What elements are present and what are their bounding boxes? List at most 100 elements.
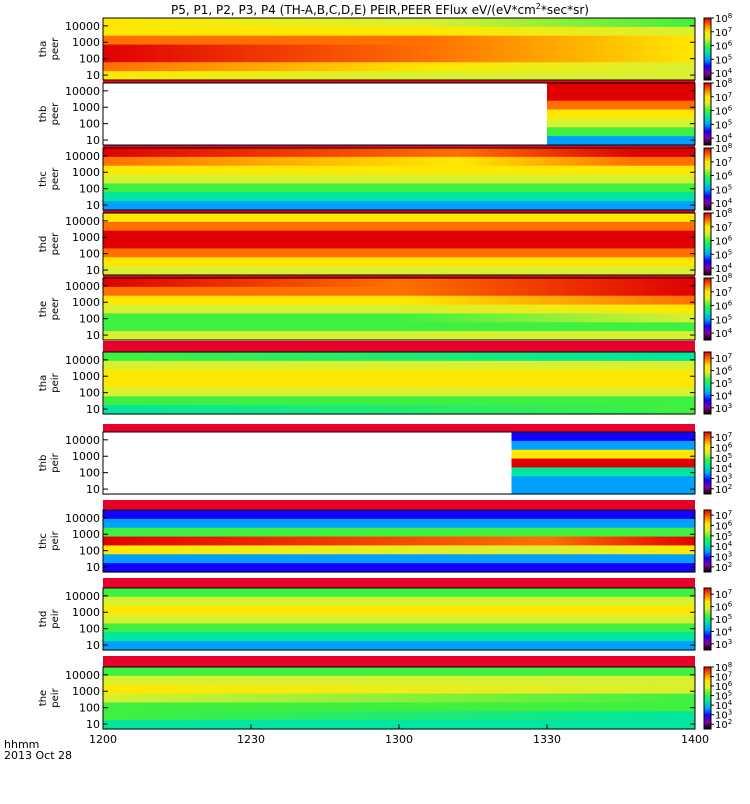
heat-band-2 — [103, 286, 695, 297]
probe-label: thc — [38, 533, 49, 549]
colorbar-tick-label: 104 — [715, 197, 733, 210]
y-tick-label: 10000 — [65, 280, 100, 293]
colorbar-tick-label: 108 — [715, 661, 732, 674]
colorbar-tick-label: 103 — [715, 638, 732, 651]
colorbar-tick-label: 108 — [715, 142, 732, 155]
probe-label: thc — [38, 171, 49, 187]
heat-band-7 — [103, 201, 695, 211]
y-tick-label: 10 — [86, 264, 100, 277]
heat-band-6 — [103, 396, 695, 406]
colorbar-tick-label: 106 — [715, 442, 733, 455]
heat-band-7 — [103, 331, 695, 341]
heat-band-6 — [103, 711, 695, 721]
heat-band-4 — [103, 304, 695, 315]
colorbar-tick-label: 102 — [715, 483, 732, 496]
y-tick-label: 10000 — [65, 590, 100, 603]
colorbar-tick-label: 105 — [715, 452, 732, 465]
y-tick-label: 100 — [79, 248, 100, 261]
colorbar-tick-label: 104 — [715, 699, 733, 712]
y-tick-label: 1000 — [72, 231, 100, 244]
heat-band-5 — [103, 623, 695, 633]
panel-separator-2 — [103, 145, 695, 148]
y-tick-label: 1000 — [72, 528, 100, 541]
heat-band-5 — [103, 248, 695, 258]
chart-title: P5, P1, P2, P3, P4 (TH-A,B,C,D,E) PEIR,P… — [171, 2, 589, 17]
colorbar-tick-label: 107 — [715, 588, 732, 601]
species-label: peir — [50, 372, 61, 392]
time-format-label: hhmm — [4, 738, 39, 751]
heat-band-2 — [103, 360, 695, 371]
colorbar-tick-label: 103 — [715, 473, 732, 486]
panel-separator-7 — [103, 500, 695, 510]
colorbar-tick-label: 106 — [715, 365, 733, 378]
y-tick-label: 10000 — [65, 215, 100, 228]
y-tick-label: 100 — [79, 545, 100, 558]
species-label: peir — [50, 530, 61, 550]
heat-band-7 — [103, 641, 695, 651]
y-tick-label: 1000 — [72, 685, 100, 698]
heat-band-1 — [103, 278, 695, 288]
colorbar-tick-label: 102 — [715, 561, 732, 574]
panel-frame — [102, 351, 696, 415]
y-tick-label: 1000 — [72, 370, 100, 383]
colorbar-tick-label: 105 — [715, 613, 732, 626]
colorbar-scale — [703, 17, 712, 81]
colorbar-scale — [703, 277, 712, 341]
panel-separator-6 — [103, 424, 695, 432]
heat-band-6 — [103, 62, 695, 72]
panel-frame — [102, 82, 696, 146]
heat-band-2 — [103, 518, 695, 529]
colorbar-tick-label: 104 — [715, 389, 733, 402]
chart-title-sup: 2 — [536, 2, 541, 11]
data-gap-1 — [103, 432, 512, 494]
colorbar-tick-label: 107 — [715, 509, 732, 522]
colorbar-scale — [703, 431, 712, 495]
heat-band-5 — [103, 545, 695, 555]
y-tick-label: 10 — [86, 639, 100, 652]
heat-band-3 — [103, 605, 695, 616]
heat-band-2 — [103, 675, 695, 686]
heat-band-7 — [103, 71, 695, 81]
heat-band-5 — [103, 183, 695, 193]
colorbar-tick-label: 106 — [715, 300, 733, 313]
heat-band-5 — [103, 702, 695, 712]
y-tick-label: 100 — [79, 118, 100, 131]
colorbar-tick-label: 105 — [715, 248, 732, 261]
y-tick-label: 10 — [86, 483, 100, 496]
y-tick-label: 100 — [79, 53, 100, 66]
species-label: peer — [50, 232, 61, 256]
y-tick-label: 10 — [86, 69, 100, 82]
colorbar-tick-label: 105 — [715, 530, 732, 543]
panel-separator-9 — [103, 656, 695, 667]
y-tick-label: 10 — [86, 134, 100, 147]
x-tick-label: 1300 — [385, 733, 413, 746]
probe-label: thd — [38, 236, 49, 253]
y-tick-label: 10 — [86, 329, 100, 342]
colorbar-tick-label: 104 — [715, 625, 733, 638]
y-tick-label: 100 — [79, 702, 100, 715]
colorbar-tick-label: 104 — [715, 462, 733, 475]
probe-label: tha — [38, 375, 49, 391]
heat-band-1 — [103, 510, 695, 520]
colorbar-scale — [703, 147, 712, 211]
heat-band-1 — [103, 667, 695, 677]
heat-band-6 — [103, 554, 695, 564]
heat-band-1 — [103, 352, 695, 362]
heat-band-3 — [103, 527, 695, 538]
panel-separator-3 — [103, 210, 695, 213]
colorbar-tick-label: 105 — [715, 313, 732, 326]
heat-band-7 — [103, 405, 695, 415]
probe-label: thb — [38, 106, 49, 123]
y-tick-label: 10 — [86, 561, 100, 574]
